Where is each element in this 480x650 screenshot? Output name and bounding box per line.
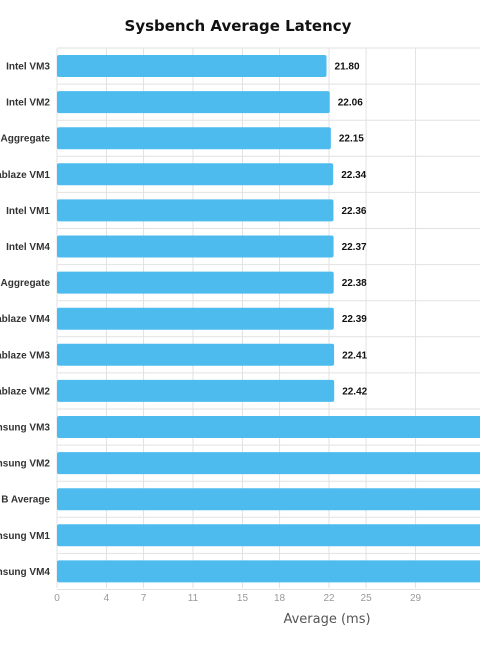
bar bbox=[57, 488, 480, 511]
value-label: 22.37 bbox=[342, 242, 367, 253]
bar bbox=[57, 55, 327, 77]
category-label: Intel VM3 bbox=[6, 62, 50, 73]
x-tick-label: 4 bbox=[104, 593, 110, 604]
category-label: Aggregate bbox=[1, 278, 51, 289]
category-label: Intel VM1 bbox=[6, 206, 50, 217]
x-tick-label: 18 bbox=[274, 593, 286, 604]
x-tick-label: 0 bbox=[54, 593, 60, 604]
value-label: 22.38 bbox=[342, 278, 367, 289]
category-label: B Average bbox=[1, 495, 50, 506]
value-labels: 21.80 22.06 22.15 22.34 22.36 22.37 22.38 22.39… bbox=[335, 62, 368, 398]
value-label: 22.34 bbox=[341, 170, 366, 181]
value-label: 22.39 bbox=[342, 314, 367, 325]
category-label: Intel VM2 bbox=[6, 98, 50, 109]
x-tick-label: 7 bbox=[141, 593, 147, 604]
category-label: ablaze VM3 bbox=[0, 350, 50, 361]
bar bbox=[57, 560, 480, 583]
bar bbox=[57, 416, 480, 438]
bar bbox=[57, 199, 334, 222]
bar bbox=[57, 235, 334, 258]
category-label: ablaze VM4 bbox=[0, 314, 50, 325]
bar bbox=[57, 524, 480, 547]
category-label: nsung VM2 bbox=[0, 459, 50, 470]
value-label: 22.36 bbox=[341, 206, 366, 217]
bar bbox=[57, 343, 335, 366]
value-label: 21.80 bbox=[335, 62, 360, 73]
category-label: ablaze VM1 bbox=[0, 170, 50, 181]
value-label: 22.41 bbox=[342, 350, 367, 361]
x-tick-labels: 0 4 7 11 15 18 22 25 29 bbox=[54, 593, 421, 604]
x-tick-label: 11 bbox=[188, 593, 199, 604]
x-tick-label: 29 bbox=[410, 593, 422, 604]
bar bbox=[57, 91, 330, 114]
bar bbox=[57, 271, 334, 294]
bar bbox=[57, 127, 331, 150]
x-tick-label: 15 bbox=[237, 593, 249, 604]
value-label: 22.42 bbox=[342, 386, 367, 397]
category-label: Aggregate bbox=[1, 134, 51, 145]
x-tick-label: 22 bbox=[323, 593, 335, 604]
category-label: nsung VM3 bbox=[0, 423, 50, 434]
x-tick-label: 25 bbox=[361, 593, 373, 604]
chart-title: Sysbench Average Latency bbox=[125, 17, 352, 35]
category-label: ablaze VM2 bbox=[0, 386, 50, 397]
bar bbox=[57, 379, 335, 402]
category-label: nsung VM4 bbox=[0, 567, 50, 578]
bars bbox=[57, 55, 480, 583]
x-axis-title: Average (ms) bbox=[283, 612, 370, 627]
value-label: 22.15 bbox=[339, 134, 364, 145]
value-label: 22.06 bbox=[338, 98, 363, 109]
category-label: Intel VM4 bbox=[6, 242, 50, 253]
category-label: nsung VM1 bbox=[0, 531, 50, 542]
bar bbox=[57, 307, 334, 330]
category-labels: Intel VM3 Intel VM2 Aggregate ablaze VM1 Int… bbox=[0, 62, 50, 578]
bar bbox=[57, 452, 480, 475]
bar bbox=[57, 163, 334, 186]
